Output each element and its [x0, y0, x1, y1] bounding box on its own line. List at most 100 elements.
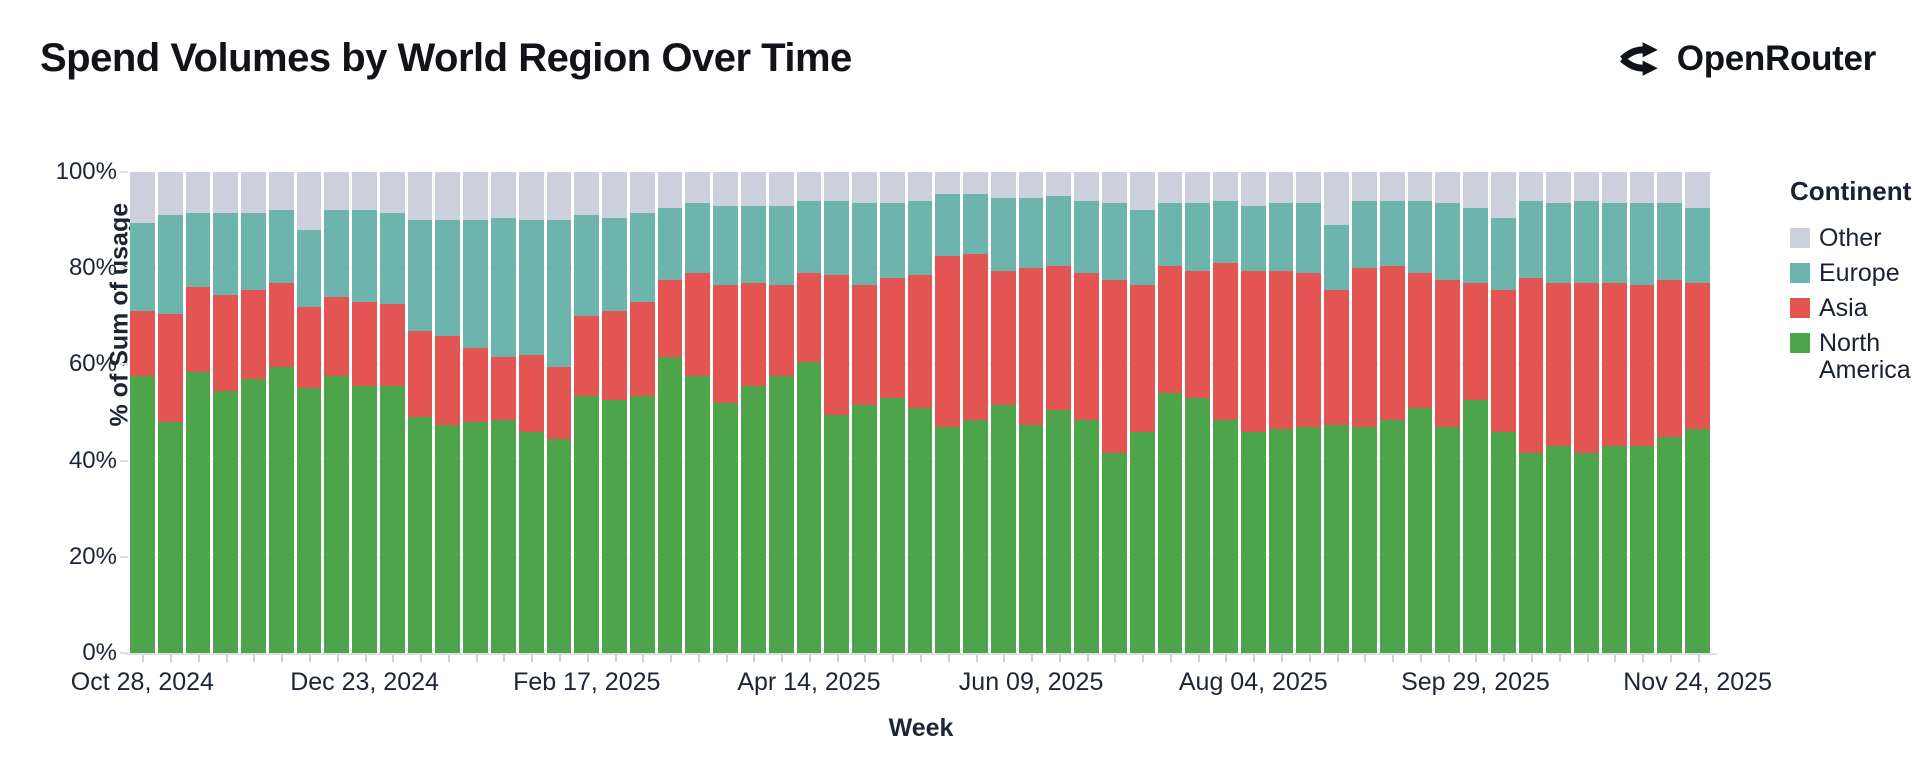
bar-week-45[interactable] [1379, 172, 1405, 653]
segment-north_america [1018, 424, 1044, 653]
bar-week-23[interactable] [768, 172, 794, 653]
bar-week-8[interactable] [352, 172, 377, 653]
segment-north_america [1296, 426, 1322, 653]
segment-other [463, 172, 489, 221]
stacked-bar-plot [130, 172, 1713, 653]
segment-north_america [1435, 426, 1461, 653]
legend-swatch-europe [1790, 263, 1810, 283]
legend-title: Continent [1790, 176, 1912, 206]
bar-week-35[interactable] [1102, 172, 1127, 653]
segment-asia [1463, 282, 1488, 401]
bar-week-46[interactable] [1407, 172, 1433, 653]
bar-week-27[interactable] [879, 172, 905, 653]
segment-north_america [685, 376, 711, 653]
segment-asia [1518, 277, 1544, 454]
bar-week-33[interactable] [1046, 172, 1072, 653]
segment-europe [1102, 203, 1127, 281]
segment-asia [324, 297, 350, 377]
segment-europe [740, 205, 766, 283]
segment-other [435, 172, 461, 221]
bar-week-48[interactable] [1463, 172, 1488, 653]
bar-week-2[interactable] [185, 172, 211, 653]
x-tick-label: Nov 24, 2025 [1623, 668, 1772, 696]
segment-asia [963, 253, 988, 420]
bar-week-40[interactable] [1240, 172, 1266, 653]
segment-other [379, 172, 405, 213]
bar-week-26[interactable] [852, 172, 877, 653]
bar-week-38[interactable] [1185, 172, 1211, 653]
bar-week-25[interactable] [824, 172, 850, 653]
bar-week-18[interactable] [629, 172, 655, 653]
segment-other [1490, 172, 1516, 218]
bar-week-17[interactable] [602, 172, 627, 653]
bar-week-21[interactable] [713, 172, 738, 653]
bar-week-36[interactable] [1129, 172, 1155, 653]
bar-week-10[interactable] [407, 172, 433, 653]
bar-week-42[interactable] [1296, 172, 1322, 653]
bar-week-20[interactable] [685, 172, 711, 653]
x-tick-mark [475, 655, 478, 662]
bar-week-30[interactable] [963, 172, 988, 653]
bar-week-37[interactable] [1157, 172, 1183, 653]
bar-week-12[interactable] [463, 172, 489, 653]
bar-week-15[interactable] [546, 172, 572, 653]
bar-week-44[interactable] [1351, 172, 1377, 653]
bar-week-49[interactable] [1490, 172, 1516, 653]
bar-week-54[interactable] [1629, 172, 1655, 653]
bar-week-13[interactable] [491, 172, 516, 653]
x-tick-mark [1225, 655, 1228, 662]
bar-week-41[interactable] [1268, 172, 1294, 653]
bar-week-4[interactable] [241, 172, 266, 653]
segment-europe [324, 210, 350, 298]
bar-week-39[interactable] [1213, 172, 1238, 653]
bar-week-1[interactable] [157, 172, 183, 653]
x-tick-mark [447, 655, 450, 662]
segment-north_america [629, 395, 655, 653]
bar-week-50[interactable] [1518, 172, 1544, 653]
bar-week-14[interactable] [518, 172, 544, 653]
segment-north_america [546, 438, 572, 653]
bar-week-19[interactable] [657, 172, 683, 653]
bar-week-43[interactable] [1324, 172, 1349, 653]
segment-europe [1490, 217, 1516, 290]
bar-week-32[interactable] [1018, 172, 1044, 653]
segment-other [574, 172, 600, 216]
segment-asia [1490, 289, 1516, 432]
segment-other [1351, 172, 1377, 201]
bar-week-53[interactable] [1601, 172, 1627, 653]
bar-week-7[interactable] [324, 172, 350, 653]
bar-week-24[interactable] [796, 172, 822, 653]
x-tick-mark [1475, 655, 1478, 662]
x-tick-mark [197, 655, 200, 662]
segment-other [879, 172, 905, 204]
segment-europe [268, 210, 294, 283]
segment-europe [963, 193, 988, 254]
segment-asia [1102, 280, 1127, 454]
bar-week-52[interactable] [1574, 172, 1599, 653]
bar-week-55[interactable] [1657, 172, 1683, 653]
segment-other [1463, 172, 1488, 209]
segment-other [407, 172, 433, 221]
bar-week-16[interactable] [574, 172, 600, 653]
bar-week-56[interactable] [1685, 172, 1710, 653]
bar-week-51[interactable] [1546, 172, 1572, 653]
x-tick-mark [1558, 655, 1561, 662]
bar-week-3[interactable] [213, 172, 239, 653]
bar-week-6[interactable] [296, 172, 322, 653]
segment-europe [1046, 196, 1072, 266]
bar-week-9[interactable] [379, 172, 405, 653]
bar-week-28[interactable] [907, 172, 933, 653]
bar-week-11[interactable] [435, 172, 461, 653]
bar-week-22[interactable] [740, 172, 766, 653]
bar-week-0[interactable] [130, 172, 155, 653]
legend-label-north_america: North America [1819, 329, 1911, 384]
bar-week-29[interactable] [935, 172, 961, 653]
segment-north_america [241, 378, 266, 653]
bar-week-31[interactable] [990, 172, 1016, 653]
bar-week-47[interactable] [1435, 172, 1461, 653]
bar-week-5[interactable] [268, 172, 294, 653]
segment-asia [1018, 268, 1044, 425]
bar-week-34[interactable] [1074, 172, 1099, 653]
x-tick-mark [947, 655, 950, 662]
x-tick-mark [892, 655, 895, 662]
